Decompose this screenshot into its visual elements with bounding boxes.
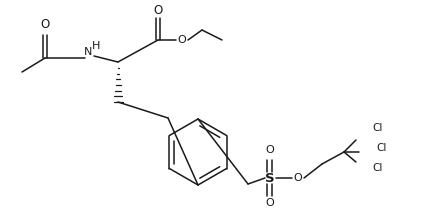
Text: Cl: Cl: [372, 163, 382, 173]
Text: O: O: [266, 145, 274, 155]
Text: H: H: [92, 41, 100, 51]
Text: N: N: [84, 47, 92, 57]
Text: O: O: [266, 198, 274, 208]
Text: O: O: [294, 173, 302, 183]
Text: O: O: [178, 35, 186, 45]
Text: Cl: Cl: [372, 123, 382, 133]
Text: Cl: Cl: [376, 143, 387, 153]
Text: O: O: [40, 18, 49, 32]
Text: O: O: [154, 4, 163, 17]
Text: S: S: [265, 172, 275, 184]
